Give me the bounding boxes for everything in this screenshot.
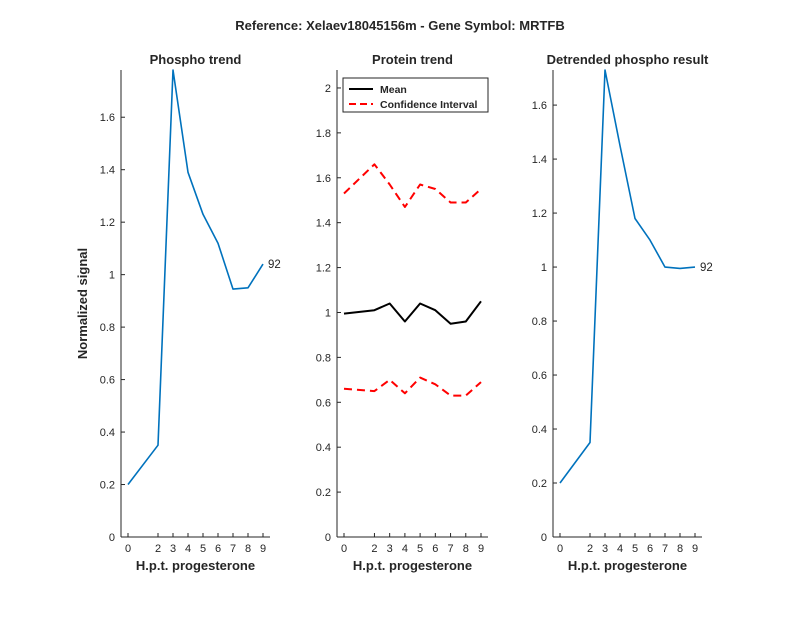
y-tick-label: 0.6 [100, 375, 115, 387]
x-tick-label: 6 [432, 543, 438, 555]
x-tick-label: 5 [632, 543, 638, 555]
x-tick-label: 7 [662, 543, 668, 555]
x-tick-label: 6 [647, 543, 653, 555]
y-tick-label: 0.4 [316, 442, 331, 454]
series-line [127, 69, 264, 485]
x-tick-label: 3 [602, 543, 608, 555]
chart-title: Protein trend [372, 52, 453, 67]
y-tick-label: 0.8 [316, 352, 331, 364]
y-tick-label: 0.4 [100, 427, 115, 439]
figure-title: Reference: Xelaev18045156m - Gene Symbol… [235, 18, 564, 33]
series-confidence-interval-line [343, 163, 482, 208]
y-tick-label: 0.2 [532, 478, 547, 490]
x-tick-label: 9 [260, 543, 266, 555]
y-tick-label: 0.2 [100, 480, 115, 492]
chart-panel-2: 00.20.40.60.811.21.41.61.820 2 3 4 5 6 7 8 9Prot… [316, 52, 489, 573]
y-tick-label: 0 [541, 532, 547, 544]
x-tick-label: 4 [402, 543, 408, 555]
chart-title: Phospho trend [150, 52, 242, 67]
x-axis-label: H.p.t. progesterone [353, 558, 472, 573]
legend-box [342, 77, 489, 113]
x-tick-label: 9 [478, 543, 484, 555]
y-tick-label: 1.4 [316, 218, 331, 230]
chart-title: Detrended phospho result [547, 52, 709, 67]
end-label: 92 [700, 262, 713, 274]
y-tick-label: 0.2 [316, 487, 331, 499]
y-tick-label: 1 [541, 262, 547, 274]
y-tick-label: 0 [109, 532, 115, 544]
y-tick-label: 1.6 [316, 173, 331, 185]
x-tick-label: 3 [387, 543, 393, 555]
x-axis-label: H.p.t. progesterone [568, 558, 687, 573]
y-tick-label: 0.6 [532, 370, 547, 382]
y-tick-label: 1.2 [532, 208, 547, 220]
x-tick-label: 4 [617, 543, 623, 555]
y-tick-label: 1.6 [100, 112, 115, 124]
x-tick-label: 2 [155, 543, 161, 555]
x-tick-label: 4 [185, 543, 191, 555]
x-tick-label: 5 [200, 543, 206, 555]
y-tick-label: 1.4 [532, 154, 547, 166]
y-tick-label: 1.4 [100, 165, 115, 177]
chart-panel-3: 0 0.2 0.4 0.6 0.8 1 1.2 1.4 1.6 0 2 3 4 5 6 7 8 9 Detrende… [532, 52, 713, 573]
y-tick-label: 1 [109, 270, 115, 282]
x-tick-label: 7 [230, 543, 236, 555]
x-tick-label: 7 [447, 543, 453, 555]
x-tick-label: 2 [371, 543, 377, 555]
chart-panel-1: 0 0.2 0.4 0.6 0.8 1 1.2 1.4 1.6 0 2 3 4 5 6 7 8 9 Phospho … [75, 52, 281, 573]
y-axis-label: Normalized signal [75, 248, 90, 359]
x-tick-label: 0 [125, 543, 131, 555]
legend: Mean Confidence Interval [342, 77, 489, 113]
x-tick-label: 5 [417, 543, 423, 555]
x-tick-label: 8 [463, 543, 469, 555]
x-tick-label: 0 [341, 543, 347, 555]
x-tick-label: 2 [587, 543, 593, 555]
legend-label: Mean [380, 84, 407, 96]
series-ci-lower-line [343, 376, 482, 397]
series-mean-line [343, 300, 482, 325]
y-tick-label: 1.6 [532, 100, 547, 112]
x-tick-label: 0 [557, 543, 563, 555]
x-tick-label: 9 [692, 543, 698, 555]
x-axis-label: H.p.t. progesterone [136, 558, 255, 573]
legend-label: Confidence Interval [380, 99, 478, 111]
y-tick-label: 1.2 [100, 217, 115, 229]
y-tick-label: 2 [325, 83, 331, 95]
y-tick-label: 1.2 [316, 263, 331, 275]
x-tick-label: 3 [170, 543, 176, 555]
y-tick-label: 1.8 [316, 128, 331, 140]
end-label: 92 [268, 259, 281, 271]
y-tick-label: 0.8 [100, 322, 115, 334]
x-tick-label: 8 [677, 543, 683, 555]
x-tick-label: 8 [245, 543, 251, 555]
y-tick-label: 0 [325, 532, 331, 544]
x-tick-label: 6 [215, 543, 221, 555]
y-tick-label: 1 [325, 307, 331, 319]
series-line [559, 69, 696, 484]
y-tick-label: 0.4 [532, 424, 547, 436]
y-tick-label: 0.8 [532, 316, 547, 328]
y-tick-label: 0.6 [316, 397, 331, 409]
